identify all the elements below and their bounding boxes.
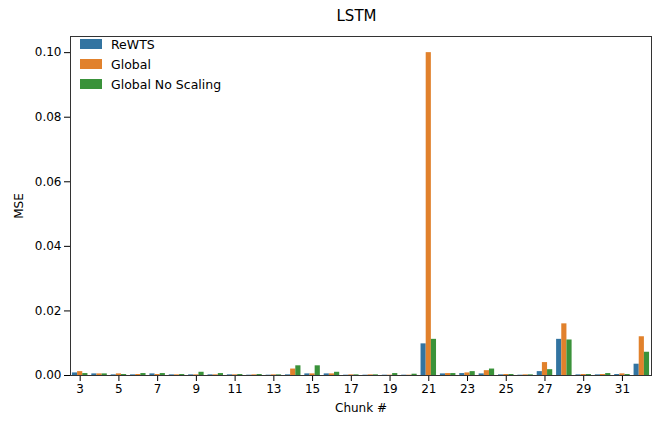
svg-text:0.04: 0.04 bbox=[35, 239, 62, 253]
html-text:Global: Global bbox=[111, 56, 151, 72]
svg-text:27: 27 bbox=[537, 382, 552, 396]
svg-text:11: 11 bbox=[227, 382, 242, 396]
svg-text:23: 23 bbox=[460, 382, 475, 396]
svg-text:17: 17 bbox=[344, 382, 359, 396]
svg-text:0.00: 0.00 bbox=[35, 368, 62, 382]
svg-text:19: 19 bbox=[382, 382, 397, 396]
svg-text:25: 25 bbox=[499, 382, 514, 396]
html-text:LSTM: LSTM bbox=[336, 7, 377, 25]
svg-text:0.10: 0.10 bbox=[35, 45, 62, 59]
svg-text:MSE: MSE bbox=[12, 193, 26, 219]
svg-text:13: 13 bbox=[266, 382, 281, 396]
svg-text:0.06: 0.06 bbox=[35, 175, 62, 189]
svg-text:5: 5 bbox=[115, 382, 123, 396]
svg-text:0.08: 0.08 bbox=[35, 110, 62, 124]
svg-text:0.02: 0.02 bbox=[35, 304, 62, 318]
svg-text:3: 3 bbox=[76, 382, 84, 396]
svg-text:7: 7 bbox=[154, 382, 162, 396]
svg-text:21: 21 bbox=[421, 382, 436, 396]
svg-text:29: 29 bbox=[576, 382, 591, 396]
html-text:ReWTS: ReWTS bbox=[111, 36, 155, 52]
html-text:Global No Scaling: Global No Scaling bbox=[111, 76, 222, 92]
svg-text:Chunk #: Chunk # bbox=[335, 401, 387, 415]
svg-text:31: 31 bbox=[615, 382, 630, 396]
svg-text:9: 9 bbox=[193, 382, 201, 396]
svg-text:15: 15 bbox=[305, 382, 320, 396]
